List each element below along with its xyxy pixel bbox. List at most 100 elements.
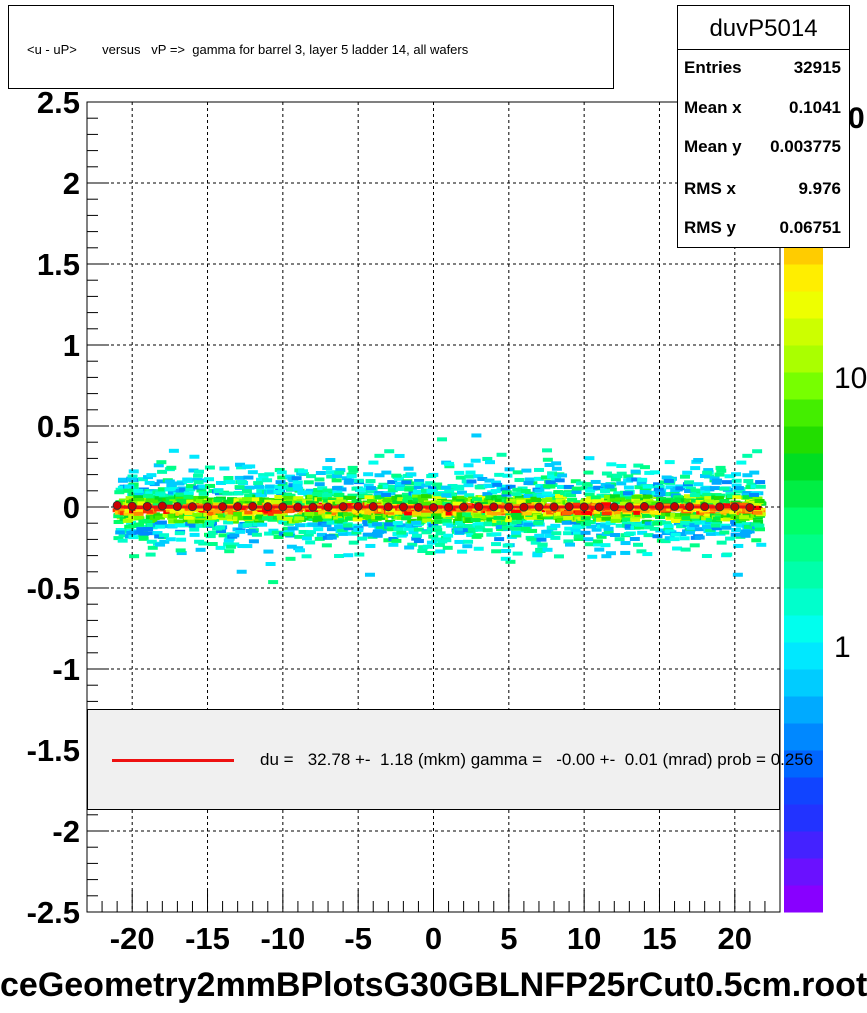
heatmap-cell bbox=[425, 551, 436, 556]
heatmap-cell bbox=[174, 531, 185, 536]
heatmap-cell bbox=[464, 474, 475, 479]
heatmap-cell bbox=[176, 537, 187, 542]
heatmap-cell bbox=[496, 502, 507, 507]
heatmap-cell bbox=[237, 516, 248, 521]
heatmap-cell bbox=[152, 501, 163, 506]
heatmap-cell bbox=[534, 533, 545, 538]
heatmap-cell bbox=[346, 474, 357, 479]
heatmap-cell bbox=[643, 533, 654, 538]
heatmap-cell bbox=[576, 481, 587, 486]
x-tick-labels: -20 -15 -10 -5 0 5 10 15 20 bbox=[110, 921, 752, 956]
heatmap-cell bbox=[223, 538, 234, 543]
heatmap-cell bbox=[653, 495, 664, 500]
heatmap-cell bbox=[456, 495, 467, 500]
stats-box: duvP5014 Entries 32915 Mean x 0.1041 Mea… bbox=[677, 5, 850, 248]
heatmap-cell bbox=[584, 542, 595, 547]
heatmap-cell bbox=[711, 480, 722, 485]
heatmap-cell bbox=[332, 490, 343, 495]
heatmap-cell bbox=[732, 572, 743, 577]
heatmap-cell bbox=[705, 527, 716, 532]
heatmap-cell bbox=[357, 491, 368, 496]
heatmap-cell bbox=[482, 528, 493, 533]
stat-row-rms-x: RMS x 9.976 bbox=[684, 179, 841, 199]
heatmap-cell bbox=[256, 514, 267, 519]
heatmap-cell bbox=[139, 531, 150, 536]
heatmap-cell bbox=[167, 490, 178, 495]
heatmap-cell bbox=[413, 481, 424, 486]
heatmap-cell bbox=[223, 520, 234, 525]
profile-point bbox=[293, 502, 303, 512]
heatmap-cell bbox=[374, 473, 385, 478]
color-scale-segment bbox=[784, 858, 823, 886]
heatmap-cell bbox=[714, 472, 725, 477]
heatmap-cell bbox=[411, 513, 422, 518]
heatmap-cell bbox=[652, 534, 663, 539]
heatmap-cell bbox=[188, 468, 199, 473]
heatmap-cell bbox=[292, 480, 303, 485]
heatmap-cell bbox=[195, 499, 206, 504]
heatmap-cell bbox=[236, 501, 247, 506]
heatmap-cell bbox=[168, 448, 179, 453]
heatmap-cell bbox=[296, 471, 307, 476]
heatmap-cell bbox=[501, 548, 512, 553]
heatmap-cell bbox=[435, 501, 446, 506]
heatmap-cell bbox=[670, 488, 681, 493]
heatmap-cell bbox=[612, 474, 623, 479]
heatmap-cell bbox=[343, 523, 354, 528]
heatmap-cell bbox=[133, 511, 144, 516]
heatmap-cell bbox=[401, 516, 412, 521]
heatmap-cell bbox=[212, 515, 223, 520]
heatmap-cell bbox=[603, 506, 614, 511]
heatmap-cell bbox=[730, 532, 741, 537]
heatmap-cell bbox=[455, 475, 466, 480]
heatmap-cell bbox=[284, 529, 295, 534]
heatmap-cell bbox=[198, 484, 209, 489]
heatmap-cell bbox=[551, 476, 562, 481]
heatmap-cell bbox=[145, 552, 156, 557]
heatmap-cell bbox=[683, 484, 694, 489]
y-tick-label: -2.5 bbox=[27, 895, 80, 930]
heatmap-cell bbox=[432, 527, 443, 532]
heatmap-cell bbox=[615, 514, 626, 519]
heatmap-cell bbox=[486, 532, 497, 537]
heatmap-cell bbox=[365, 489, 376, 494]
heatmap-cell bbox=[393, 527, 404, 532]
color-scale-segment bbox=[784, 588, 823, 616]
heatmap-cell bbox=[322, 466, 333, 471]
heatmap-cell bbox=[572, 524, 583, 529]
heatmap-cell bbox=[183, 515, 194, 520]
heatmap-cell bbox=[484, 483, 495, 488]
heatmap-cell bbox=[365, 543, 376, 548]
stat-row-entries: Entries 32915 bbox=[684, 58, 841, 78]
heatmap-cell bbox=[511, 492, 522, 497]
heatmap-cell bbox=[551, 461, 562, 466]
heatmap-cell bbox=[580, 486, 591, 491]
heatmap-cell bbox=[402, 498, 413, 503]
heatmap-cell bbox=[573, 536, 584, 541]
heatmap-cell bbox=[721, 525, 732, 530]
heatmap-cell bbox=[326, 535, 337, 540]
title-box: <u - uP> versus vP => gamma for barrel 3… bbox=[8, 5, 614, 89]
heatmap-cell bbox=[362, 520, 373, 525]
heatmap-cell bbox=[271, 530, 282, 535]
heatmap-cell bbox=[405, 511, 416, 516]
heatmap-cell bbox=[204, 465, 215, 470]
heatmap-cell bbox=[463, 524, 474, 529]
heatmap-cell bbox=[133, 494, 144, 499]
heatmap-cell bbox=[731, 483, 742, 488]
heatmap-cell bbox=[351, 530, 362, 535]
heatmap-cell bbox=[601, 516, 612, 521]
heatmap-cell bbox=[325, 458, 336, 463]
heatmap-cell bbox=[703, 468, 714, 473]
heatmap-cell bbox=[213, 503, 224, 508]
heatmap-cell bbox=[343, 480, 354, 485]
heatmap-cell bbox=[123, 511, 134, 516]
heatmap-cell bbox=[159, 539, 170, 544]
heatmap-cell bbox=[693, 482, 704, 487]
heatmap-cell bbox=[175, 548, 186, 553]
heatmap-cell bbox=[298, 529, 309, 534]
heatmap-cell bbox=[185, 484, 196, 489]
heatmap-cell bbox=[441, 518, 452, 523]
heatmap-cell bbox=[294, 534, 305, 539]
heatmap-cell bbox=[303, 480, 314, 485]
